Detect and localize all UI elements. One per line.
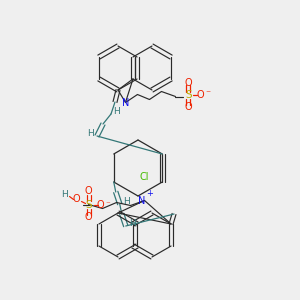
- Text: O: O: [85, 187, 92, 196]
- Text: O: O: [197, 89, 204, 100]
- Text: N: N: [138, 196, 145, 206]
- Text: O: O: [85, 212, 92, 223]
- Text: N: N: [122, 98, 129, 107]
- Text: H: H: [129, 220, 136, 229]
- Text: ⁻: ⁻: [105, 200, 110, 209]
- Text: O: O: [185, 77, 192, 88]
- Text: S: S: [185, 89, 192, 100]
- Text: S: S: [85, 200, 92, 209]
- Text: +: +: [146, 189, 153, 198]
- Text: O: O: [185, 101, 192, 112]
- Text: H: H: [61, 190, 68, 199]
- Text: H: H: [87, 130, 93, 139]
- Text: H: H: [114, 107, 120, 116]
- Text: H: H: [123, 197, 130, 206]
- Text: Cl: Cl: [140, 172, 149, 182]
- Text: ⁻: ⁻: [205, 89, 210, 100]
- Text: O: O: [97, 200, 104, 209]
- Text: O: O: [73, 194, 80, 205]
